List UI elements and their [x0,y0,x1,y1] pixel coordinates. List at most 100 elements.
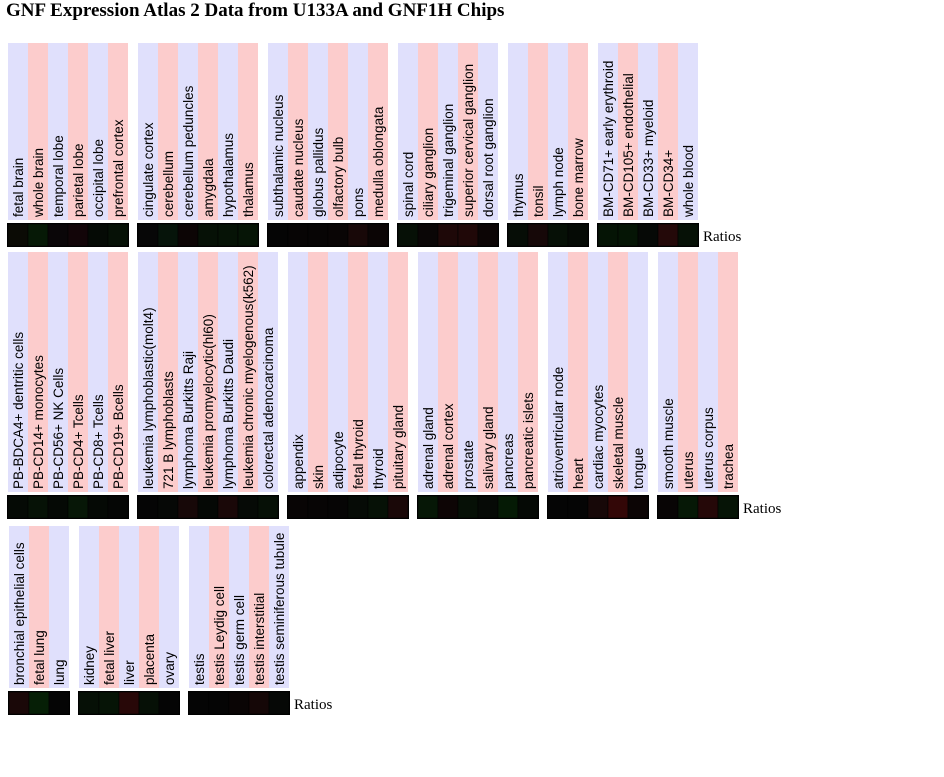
tissue-column-header [388,252,408,492]
heat-cell[interactable] [347,223,369,247]
heat-cell[interactable] [567,223,589,247]
heat-cell[interactable] [697,495,719,519]
heat-cell[interactable] [87,223,109,247]
heat-cell[interactable] [587,495,609,519]
heat-cells [287,495,409,519]
heat-cell[interactable] [517,495,539,519]
heat-cell[interactable] [307,495,329,519]
heat-cell[interactable] [197,495,219,519]
heat-cell[interactable] [657,495,679,519]
tissue-label: smooth muscle [661,398,676,489]
tissue-label: fetal lung [32,630,47,685]
heat-cell[interactable] [307,223,329,247]
heat-cell[interactable] [7,495,29,519]
heat-cell[interactable] [138,691,160,715]
heatmap-row-1: fetal brain whole brain temporal lobe parie… [7,43,741,247]
heat-cell[interactable] [67,223,89,247]
heat-cell[interactable] [27,223,49,247]
heat-cell[interactable] [367,223,389,247]
heat-cell[interactable] [597,223,619,247]
heat-cell[interactable] [287,495,309,519]
heat-cell[interactable] [197,223,219,247]
heat-cell[interactable] [677,495,699,519]
heat-cell[interactable] [367,495,389,519]
tissue-group: smooth muscle uterus uterus corpus trachea [657,252,739,519]
heat-cell[interactable] [107,223,129,247]
tissue-group: PB-BDCA4+ dentritic cells PB-CD14+ monocy… [7,252,129,519]
tissue-label: occipital lobe [91,139,106,217]
heat-cell[interactable] [527,223,549,247]
heat-cell[interactable] [457,223,479,247]
heat-cell[interactable] [248,691,270,715]
heat-cell[interactable] [47,223,69,247]
heat-cell[interactable] [47,495,69,519]
heat-cell[interactable] [237,223,259,247]
heat-cell[interactable] [347,495,369,519]
heat-cell[interactable] [507,223,529,247]
heat-cell[interactable] [7,223,29,247]
heat-cell[interactable] [497,495,519,519]
heat-cells [547,495,649,519]
tissue-column-header [568,43,588,220]
heat-cell[interactable] [27,495,49,519]
tissue-label: pons [351,187,366,217]
heat-cell[interactable] [8,691,30,715]
heat-cell[interactable] [547,495,569,519]
heat-cell[interactable] [188,691,210,715]
heat-cell[interactable] [158,691,180,715]
heat-cell[interactable] [67,495,89,519]
tissue-label: ciliary ganglion [421,128,436,217]
heat-cell[interactable] [208,691,230,715]
heat-cell[interactable] [48,691,70,715]
heat-cell[interactable] [327,223,349,247]
tissue-column-header [178,252,198,492]
tissue-group: adrenal gland adrenal cortex prostate saliv… [417,252,539,519]
heat-cell[interactable] [28,691,50,715]
heat-cell[interactable] [547,223,569,247]
heat-cell[interactable] [477,223,499,247]
heat-cell[interactable] [237,495,259,519]
heat-cell[interactable] [268,691,290,715]
heat-cell[interactable] [217,495,239,519]
heat-cell[interactable] [457,495,479,519]
heat-cell[interactable] [607,495,629,519]
heat-cell[interactable] [228,691,250,715]
tissue-column-header [568,252,588,492]
heat-cell[interactable] [107,495,129,519]
heat-cell[interactable] [637,223,659,247]
heat-cell[interactable] [397,223,419,247]
heat-cell[interactable] [677,223,699,247]
heat-cell[interactable] [327,495,349,519]
heat-cell[interactable] [118,691,140,715]
heat-cell[interactable] [157,223,179,247]
tissue-group: spinal cord ciliary ganglion trigeminal ga… [397,43,499,247]
heat-cell[interactable] [267,223,289,247]
heat-cell[interactable] [717,495,739,519]
heat-cell[interactable] [137,223,159,247]
heat-cell[interactable] [417,495,439,519]
heat-cell[interactable] [627,495,649,519]
heat-cell[interactable] [157,495,179,519]
heat-cell[interactable] [177,223,199,247]
heat-cell[interactable] [417,223,439,247]
tissue-label: lymph node [551,147,566,217]
heat-cell[interactable] [437,223,459,247]
heat-cell[interactable] [78,691,100,715]
heat-cell[interactable] [217,223,239,247]
heat-cell[interactable] [657,223,679,247]
heat-cell[interactable] [87,495,109,519]
heat-cell[interactable] [257,495,279,519]
heat-cell[interactable] [177,495,199,519]
heat-cell[interactable] [387,495,409,519]
heat-cells [188,691,290,715]
heat-cell[interactable] [437,495,459,519]
heat-cell[interactable] [137,495,159,519]
heat-cell[interactable] [98,691,120,715]
heat-cell[interactable] [477,495,499,519]
tissue-column-header [88,252,108,492]
heat-cell[interactable] [617,223,639,247]
tissue-label: leukemia chronic myelogenous(k562) [241,265,256,489]
heat-cell[interactable] [567,495,589,519]
tissue-column-header [238,43,258,220]
heat-cell[interactable] [287,223,309,247]
